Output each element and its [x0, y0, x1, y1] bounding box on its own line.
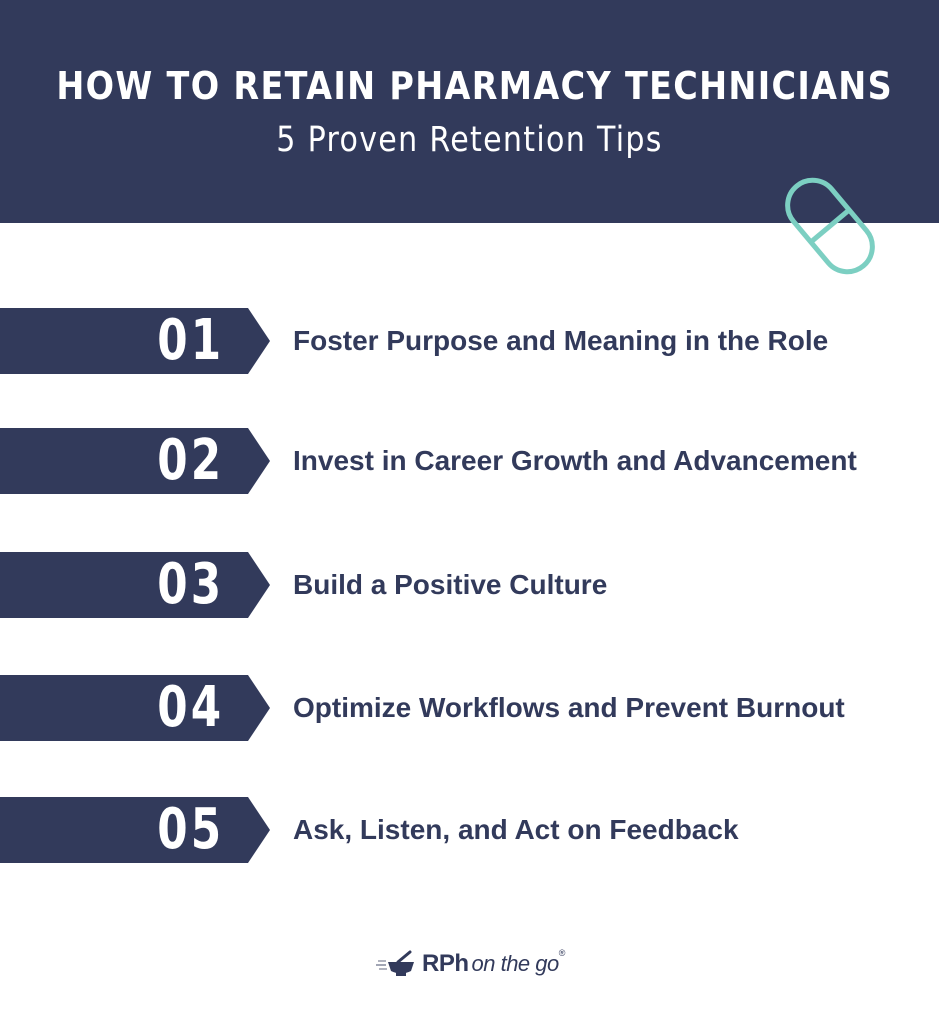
header-banner: HOW TO RETAIN PHARMACY TECHNICIANS 5 Pro…: [0, 0, 939, 223]
mortar-pestle-icon: [376, 949, 418, 979]
tip-arrow-banner: [0, 308, 270, 374]
tip-arrow-banner: [0, 797, 270, 863]
tip-number: 04: [157, 675, 225, 740]
tip-arrow-banner: [0, 675, 270, 741]
tip-number: 01: [157, 308, 225, 373]
brand-logo: RPh on the go ®: [376, 946, 565, 982]
tip-number: 05: [157, 797, 225, 862]
page-subtitle: 5 Proven Retention Tips: [276, 120, 663, 160]
registered-mark: ®: [558, 948, 566, 958]
tip-arrow-banner: [0, 428, 270, 494]
tip-item-5: 05 Ask, Listen, and Act on Feedback: [0, 797, 939, 863]
logo-brand-text: RPh: [422, 950, 469, 977]
tip-item-4: 04 Optimize Workflows and Prevent Burnou…: [0, 675, 939, 741]
tip-number: 03: [157, 552, 225, 617]
tip-item-1: 01 Foster Purpose and Meaning in the Rol…: [0, 308, 939, 374]
tip-arrow-banner: [0, 552, 270, 618]
page-title: HOW TO RETAIN PHARMACY TECHNICIANS: [56, 64, 894, 108]
tip-item-2: 02 Invest in Career Growth and Advanceme…: [0, 428, 939, 494]
pill-capsule-icon: [780, 170, 880, 282]
logo-tagline-text: on the go: [471, 951, 560, 976]
tip-label: Optimize Workflows and Prevent Burnout: [293, 692, 845, 723]
tip-item-3: 03 Build a Positive Culture: [0, 552, 939, 618]
tip-label: Invest in Career Growth and Advancement: [293, 445, 857, 476]
tip-label: Foster Purpose and Meaning in the Role: [293, 325, 829, 356]
tip-number: 02: [157, 428, 225, 493]
tip-label: Build a Positive Culture: [293, 569, 608, 600]
tip-label: Ask, Listen, and Act on Feedback: [293, 814, 739, 845]
